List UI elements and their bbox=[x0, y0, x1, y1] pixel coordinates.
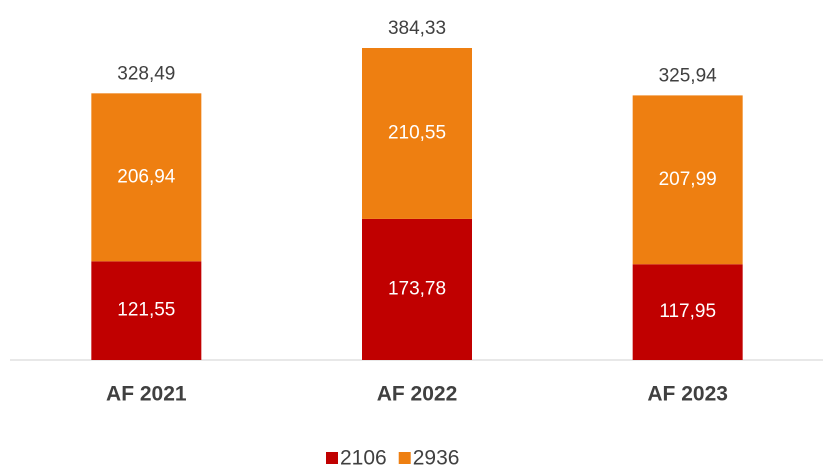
legend-swatch bbox=[398, 452, 411, 464]
x-tick-label: AF 2023 bbox=[647, 383, 728, 406]
total-label: 384,33 bbox=[388, 18, 446, 39]
legend-label: 2936 bbox=[413, 447, 460, 465]
bar-segment bbox=[632, 95, 743, 265]
x-tick-label: AF 2022 bbox=[377, 383, 458, 406]
bar-segment bbox=[91, 261, 202, 360]
total-label: 328,49 bbox=[117, 63, 175, 84]
x-tick-label: AF 2021 bbox=[106, 383, 187, 406]
data-label: 206,94 bbox=[117, 166, 176, 187]
bar-segment bbox=[362, 48, 472, 219]
data-label: 173,78 bbox=[388, 278, 446, 299]
bar-segment bbox=[632, 264, 743, 360]
data-label: 207,99 bbox=[659, 169, 717, 190]
bar-segment bbox=[362, 218, 472, 360]
total-label: 325,94 bbox=[659, 65, 718, 86]
legend-swatch bbox=[326, 452, 338, 464]
bar-segment bbox=[91, 93, 202, 262]
data-label: 121,55 bbox=[117, 300, 175, 321]
legend-label: 2106 bbox=[340, 447, 387, 465]
data-label: 210,55 bbox=[388, 122, 446, 143]
data-label: 117,95 bbox=[659, 301, 716, 322]
